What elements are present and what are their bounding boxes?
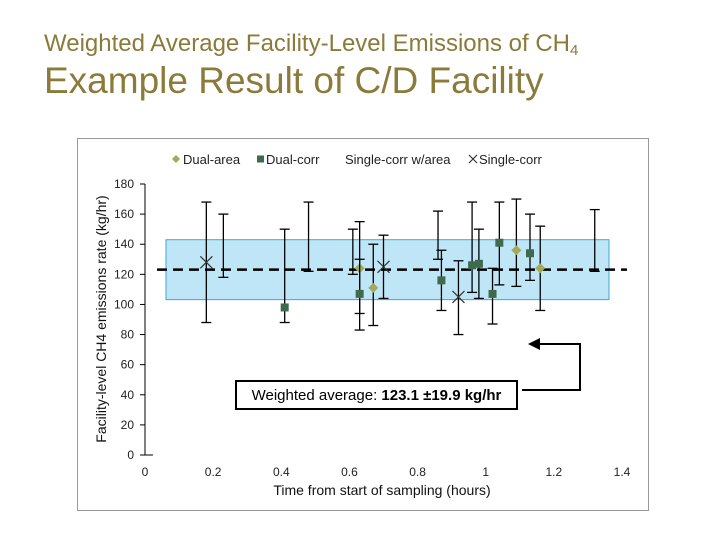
point-single-corr <box>377 260 390 274</box>
y-tick-label: 0 <box>127 448 134 462</box>
x-tick-label: 0.4 <box>273 465 290 479</box>
legend-label-dual-corr: Dual-corr <box>266 152 320 167</box>
error-bar <box>347 228 358 275</box>
legend-marker-single-corr <box>468 154 478 164</box>
error-bar <box>303 201 314 272</box>
point-dual-area <box>511 245 522 256</box>
y-tick-label: 40 <box>121 388 135 402</box>
point-single-corr <box>199 255 213 269</box>
point-single-corr <box>452 290 465 304</box>
legend-label-single-corr: Single-corr <box>479 152 543 167</box>
subtitle-subscript: 4 <box>570 42 579 59</box>
error-bar <box>589 208 600 272</box>
error-bar <box>218 213 229 278</box>
error-bar <box>511 198 522 288</box>
y-tick-label: 180 <box>114 177 134 191</box>
annotation-arrow <box>522 338 581 391</box>
annotation-prefix: Weighted average: <box>251 386 378 404</box>
x-tick-label: 0.6 <box>341 465 358 479</box>
point-dual-corr <box>495 238 504 247</box>
error-bar <box>525 213 536 282</box>
legend-label-single-corr-w-area: Single-corr w/area <box>345 152 451 167</box>
x-tick-label: 0.8 <box>409 465 426 479</box>
x-tick-label: 0.2 <box>205 465 222 479</box>
legend-label-dual-area: Dual-area <box>183 152 241 167</box>
y-tick-label: 100 <box>114 297 134 311</box>
y-axis-title: Facility-level CH4 emissions rate (kg/hr… <box>93 195 109 442</box>
point-dual-area <box>368 282 379 293</box>
page-title: Example Result of C/D Facility <box>44 60 544 101</box>
x-tick-label: 0 <box>142 465 149 479</box>
point-dual-corr <box>488 289 497 298</box>
y-tick-label: 80 <box>121 328 135 342</box>
legend-marker-dual-corr <box>257 155 264 163</box>
weighted-average-annotation: Weighted average: 123.1 ±19.9 kg/hr <box>235 380 518 410</box>
x-axis-title: Time from start of sampling (hours) <box>273 482 490 498</box>
y-tick-label: 120 <box>114 267 134 281</box>
y-tick-label: 160 <box>114 207 134 221</box>
point-dual-corr <box>280 303 289 312</box>
y-tick-label: 140 <box>114 237 134 251</box>
error-bar <box>467 201 478 294</box>
chart-subtitle: Weighted Average Facility-Level Emission… <box>44 30 578 59</box>
point-dual-corr <box>526 249 535 258</box>
x-tick-label: 1.2 <box>546 465 563 479</box>
y-tick-label: 60 <box>121 358 135 372</box>
legend-marker-dual-area <box>172 155 180 163</box>
point-dual-corr <box>355 289 364 298</box>
point-dual-corr <box>468 261 477 270</box>
point-dual-corr <box>474 259 483 268</box>
x-tick-label: 1.4 <box>614 465 631 479</box>
y-tick-label: 20 <box>121 418 135 432</box>
annotation-value: 123.1 ±19.9 kg/hr <box>381 386 502 404</box>
chart-frame <box>77 138 649 511</box>
point-dual-corr <box>437 276 446 285</box>
x-tick-label: 1 <box>482 465 489 479</box>
subtitle-text: Weighted Average Facility-Level Emission… <box>44 30 571 57</box>
point-dual-area <box>535 263 546 274</box>
